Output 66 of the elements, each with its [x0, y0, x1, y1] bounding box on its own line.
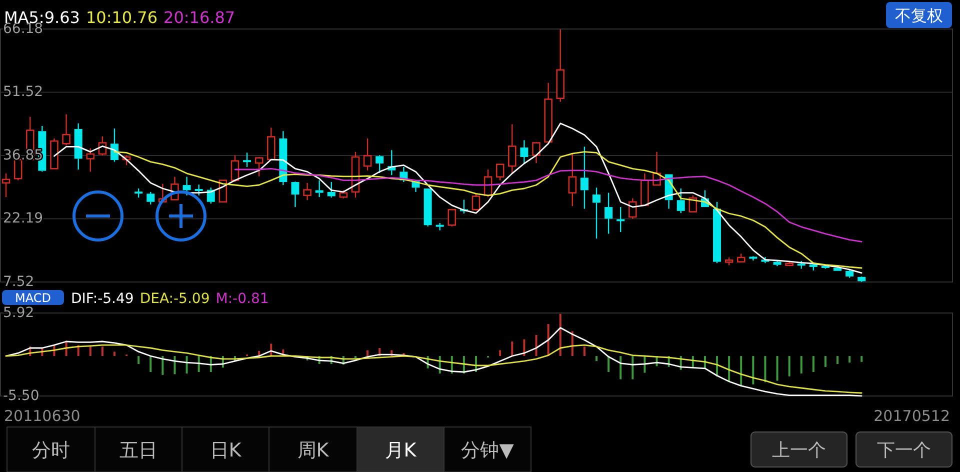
bar: [113, 352, 116, 356]
bar: [776, 356, 778, 381]
candlestick: [604, 192, 613, 234]
bar: [174, 356, 176, 374]
bar: [511, 341, 514, 356]
text: 分时: [32, 440, 70, 462]
text: 20170512: [874, 407, 950, 425]
bar: [535, 334, 538, 356]
text: 月K: [384, 440, 417, 462]
bar: [860, 356, 863, 362]
bar: [186, 356, 188, 374]
y-tick-label: 5.92: [3, 305, 34, 321]
candlestick: [508, 124, 516, 174]
bar: [824, 356, 826, 367]
bar: [800, 356, 802, 374]
text: 20110630: [4, 407, 80, 425]
candlestick: [580, 146, 588, 210]
candlestick: [616, 206, 625, 233]
bar: [523, 339, 526, 356]
bar: [162, 356, 164, 375]
bar: [198, 356, 200, 372]
bar: [620, 356, 622, 380]
bar: [632, 356, 634, 380]
bar: [366, 350, 369, 356]
text: 20:16.87: [164, 8, 236, 27]
y-tick-label: 22.19: [3, 210, 44, 227]
chart-title: MACD: [15, 291, 51, 305]
bar: [788, 356, 790, 376]
candlestick: [291, 182, 300, 208]
candlestick: [568, 152, 577, 207]
bar: [559, 314, 562, 356]
text: 上一个: [772, 440, 826, 461]
candlestick: [315, 180, 324, 198]
text: DEA:-5.09: [140, 291, 210, 307]
bar: [740, 356, 742, 386]
candlestick: [74, 122, 82, 170]
text: M:-0.81: [216, 291, 269, 307]
text: 下一个: [877, 440, 931, 461]
y-tick-label: 7.52: [3, 274, 34, 290]
bar: [764, 356, 766, 382]
bar: [583, 346, 586, 356]
bar: [812, 356, 814, 372]
bar: [150, 356, 152, 372]
candlestick: [436, 222, 444, 231]
candlestick: [858, 276, 866, 283]
y-tick-label: 51.52: [3, 84, 44, 100]
candlestick: [279, 130, 288, 186]
text: DIF:-5.49: [71, 291, 134, 307]
bar: [608, 356, 610, 372]
bar: [499, 350, 502, 356]
text: 10:10.76: [86, 8, 158, 27]
bar: [752, 356, 754, 384]
text: 五日: [120, 440, 158, 462]
text: 日K: [210, 440, 242, 462]
candlestick: [303, 182, 312, 201]
candlestick: [520, 140, 528, 164]
bar: [596, 356, 598, 362]
bar: [848, 356, 851, 363]
text: 周K: [297, 440, 330, 462]
bar: [138, 356, 140, 364]
bar: [836, 356, 839, 364]
bar: [89, 346, 92, 356]
bar: [101, 346, 104, 356]
text: 不复权: [895, 6, 943, 25]
y-tick-label: -5.50: [3, 388, 40, 404]
text: 分钟▼: [461, 440, 514, 462]
